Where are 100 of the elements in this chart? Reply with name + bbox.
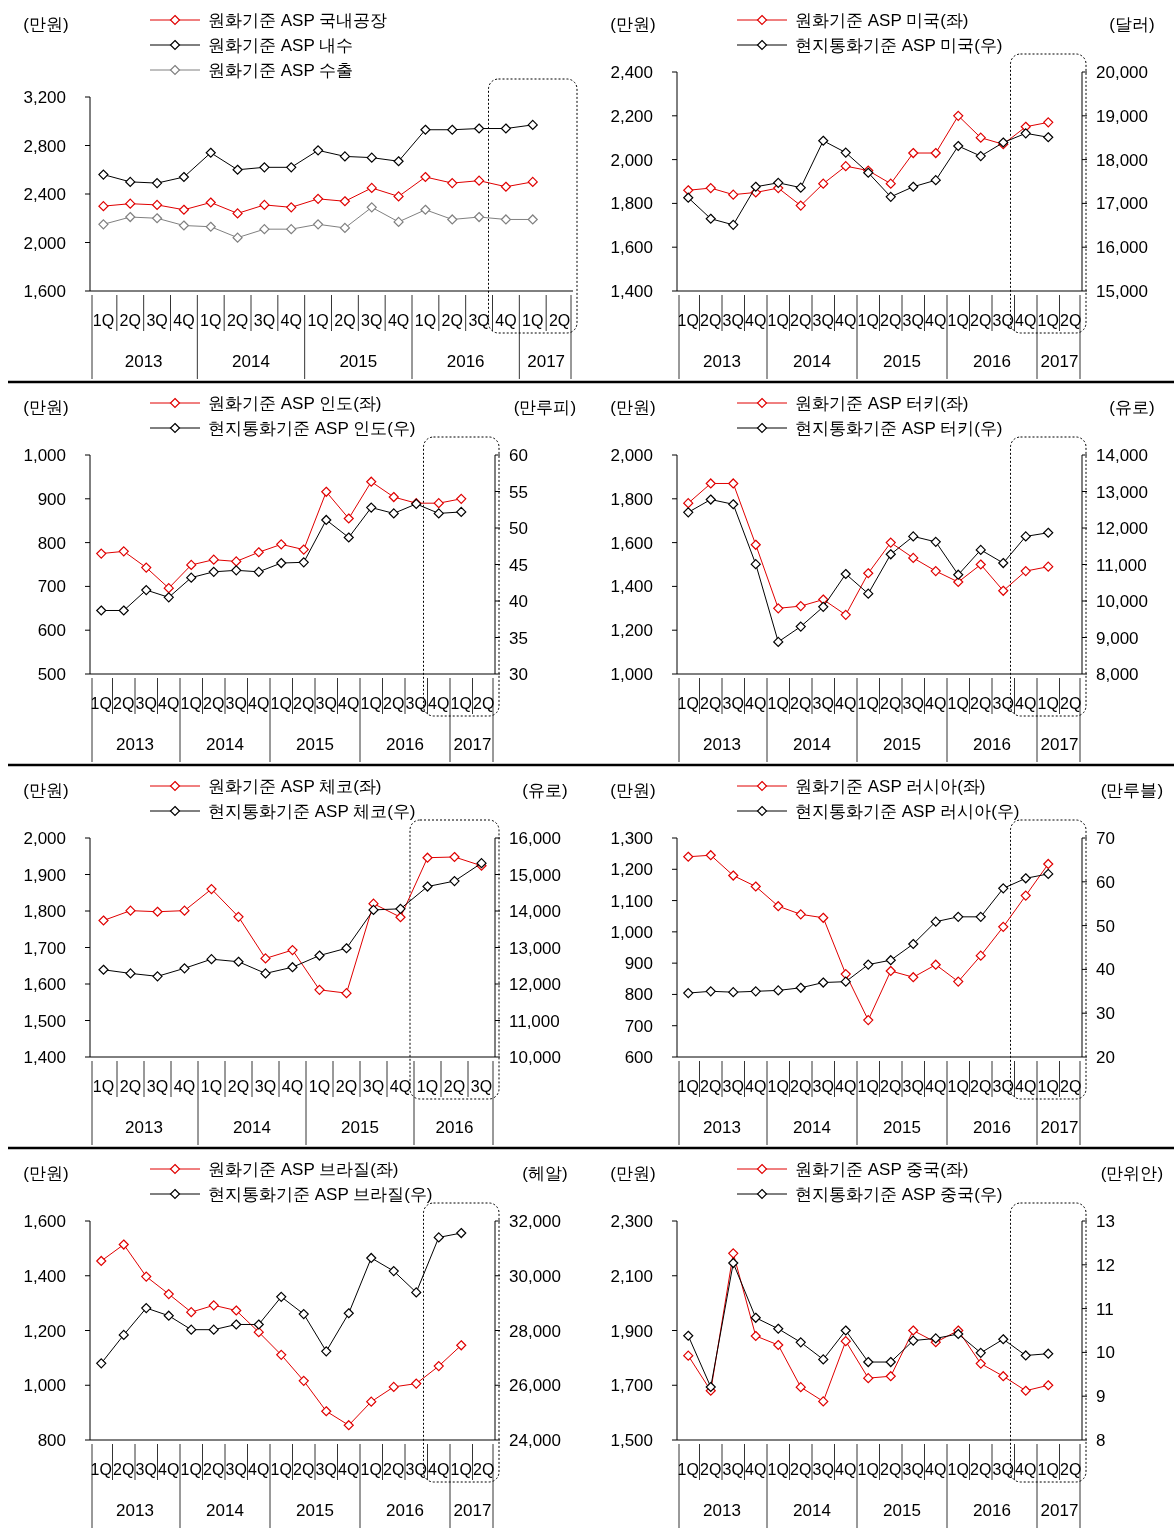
y2-tick-label: 11: [1096, 1299, 1114, 1319]
text: 2017: [453, 735, 492, 754]
y2-tick-label: 14,000: [1096, 446, 1148, 465]
y2-tick-label: 12,000: [1096, 519, 1148, 538]
x-tick-label: 4Q: [925, 1078, 947, 1095]
y-tick-label: 1,700: [610, 1376, 653, 1396]
y2-tick-label: 19,000: [1096, 106, 1148, 126]
y2-tick-label: 8,000: [1096, 665, 1139, 684]
y-axis-title: (만원): [610, 15, 656, 34]
y-tick-label: 1,900: [610, 1321, 653, 1341]
y-tick-label: 800: [37, 1431, 66, 1450]
x-tick-label: 3Q: [722, 312, 744, 329]
y2-tick-label: 20,000: [1096, 63, 1148, 82]
legend-label: 현지통화기준 ASP 미국(우): [795, 36, 1003, 55]
x-tick-label: 3Q: [146, 312, 168, 329]
x-tick-label: 2Q: [203, 695, 225, 712]
y2-tick-label: 60: [509, 446, 528, 465]
x-tick-label: 1Q: [307, 312, 329, 329]
y2-tick-label: 40: [1096, 960, 1115, 980]
x-tick-label: 2Q: [441, 312, 463, 329]
x-tick-label: 3Q: [812, 1078, 834, 1095]
x-tick-label: 2Q: [473, 1461, 495, 1478]
y2-tick-label: 55: [509, 482, 528, 502]
text: 2017: [1040, 735, 1079, 754]
text: 2015: [883, 735, 921, 754]
y-tick-label: 800: [624, 985, 653, 1005]
y-tick-label: 700: [37, 577, 66, 597]
y-tick-label: 1,200: [23, 1321, 66, 1341]
y2-tick-label: 18,000: [1096, 150, 1148, 170]
x-tick-label: 1Q: [92, 1078, 115, 1095]
x-tick-label: 1Q: [1037, 312, 1059, 329]
x-tick-label: 1Q: [767, 1461, 789, 1478]
x-tick-label: 3Q: [225, 1461, 247, 1478]
x-tick-label: 4Q: [248, 1461, 270, 1478]
y-axis-title: (만원): [23, 1164, 69, 1183]
y-tick-label: 1,900: [23, 865, 66, 885]
text: 2017: [1040, 352, 1079, 371]
y-tick-label: 1,600: [23, 975, 66, 994]
x-tick-label: 3Q: [992, 1078, 1014, 1095]
y-axis-title: (만원): [23, 781, 69, 800]
x-tick-label: 3Q: [225, 695, 247, 712]
text: 2013: [703, 735, 741, 754]
x-tick-label: 2Q: [113, 1461, 135, 1478]
y-tick-label: 1,600: [610, 533, 653, 553]
y2-axis-title: (만루블): [1100, 781, 1164, 800]
x-tick-label: 1Q: [947, 1461, 969, 1478]
x-tick-label: 1Q: [857, 1461, 879, 1478]
y2-tick-label: 45: [509, 555, 528, 575]
y-tick-label: 1,000: [23, 1376, 66, 1396]
x-tick-label: 4Q: [835, 695, 857, 712]
text: 2015: [339, 352, 378, 371]
y-tick-label: 2,100: [610, 1266, 653, 1286]
x-tick-label: 1Q: [522, 312, 544, 329]
legend-label: 원화기준 ASP 국내공장: [208, 11, 388, 30]
text: 2015: [296, 735, 334, 754]
x-tick-label: 2Q: [293, 1461, 315, 1478]
x-tick-label: 2Q: [970, 695, 992, 712]
x-tick-label: 2Q: [119, 312, 141, 329]
x-tick-label: 4Q: [248, 695, 270, 712]
x-tick-label: 2Q: [443, 1078, 466, 1095]
x-tick-label: 3Q: [812, 695, 834, 712]
y2-tick-label: 10: [1096, 1343, 1115, 1363]
y-tick-label: 1,400: [23, 1266, 66, 1286]
y2-tick-label: 10,000: [509, 1048, 561, 1067]
x-tick-label: 4Q: [925, 695, 947, 712]
text: 2015: [883, 352, 921, 371]
y2-tick-label: 9,000: [1096, 628, 1139, 648]
legend-label: 원화기준 ASP 터키(좌): [795, 394, 969, 413]
y-tick-label: 1,500: [23, 1011, 66, 1031]
y-tick-label: 1,500: [610, 1431, 653, 1450]
x-tick-label: 4Q: [495, 312, 517, 329]
y-tick-label: 1,300: [610, 829, 653, 848]
x-tick-label: 1Q: [92, 312, 115, 329]
y2-tick-label: 32,000: [509, 1212, 561, 1231]
y2-tick-label: 13,000: [1096, 482, 1148, 502]
text: 2016: [446, 352, 485, 371]
x-tick-label: 4Q: [925, 1461, 947, 1478]
text: 2015: [296, 1501, 334, 1520]
x-tick-label: 1Q: [947, 1078, 969, 1095]
x-tick-label: 4Q: [338, 1461, 360, 1478]
legend-label: 현지통화기준 ASP 터키(우): [795, 419, 1003, 438]
x-tick-label: 1Q: [360, 695, 382, 712]
y2-tick-label: 14,000: [509, 902, 561, 921]
y-axis-title: (만원): [610, 398, 656, 417]
x-tick-label: 4Q: [281, 1078, 304, 1095]
x-tick-label: 3Q: [992, 312, 1014, 329]
y-tick-label: 1,400: [610, 282, 653, 301]
y-axis-title: (만원): [610, 781, 656, 800]
x-tick-label: 4Q: [835, 1078, 857, 1095]
x-tick-label: 2Q: [383, 695, 405, 712]
x-tick-label: 3Q: [812, 312, 834, 329]
x-tick-label: 3Q: [361, 312, 383, 329]
x-tick-label: 1Q: [270, 695, 292, 712]
text: 2014: [793, 735, 831, 754]
x-tick-label: 1Q: [767, 695, 789, 712]
x-tick-label: 1Q: [1037, 1461, 1059, 1478]
x-tick-label: 1Q: [767, 1078, 789, 1095]
x-tick-label: 1Q: [1037, 695, 1059, 712]
x-tick-label: 1Q: [677, 312, 699, 329]
y-tick-label: 1,400: [610, 577, 653, 597]
